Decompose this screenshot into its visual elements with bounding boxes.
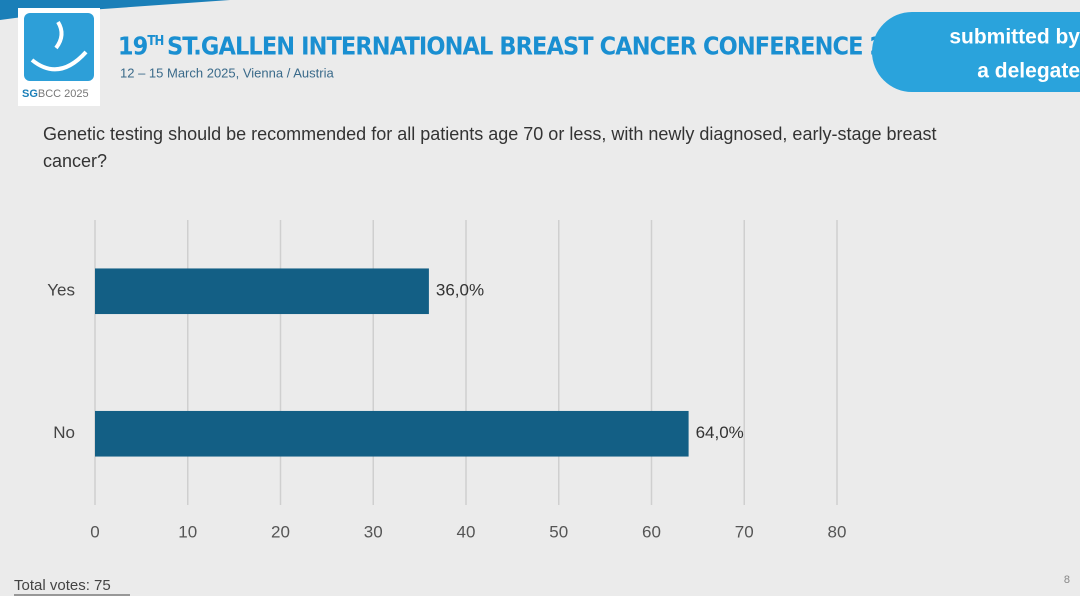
bar [95,410,689,457]
conference-subtitle: 12 – 15 March 2025, Vienna / Austria [120,65,334,80]
logo-shape [30,20,88,72]
corner-band [0,0,230,20]
x-tick-label: 80 [828,522,847,541]
x-tick-label: 0 [90,522,99,541]
logo-text: SGBCC 2025 [22,88,89,100]
total-votes: Total votes: 75 [14,577,111,594]
x-tick-label: 60 [642,522,661,541]
y-tick-label: No [53,423,75,442]
x-tick-label: 70 [735,522,754,541]
title-rest: ST.GALLEN INTERNATIONAL BREAST CANCER CO… [167,31,929,60]
y-tick-label: Yes [47,281,75,300]
x-tick-label: 10 [178,522,197,541]
conference-title: 19TH ST.GALLEN INTERNATIONAL BREAST CANCE… [118,31,929,60]
badge-line: a delegate [977,60,1080,83]
x-tick-label: 20 [271,522,290,541]
x-tick-label: 40 [457,522,476,541]
logo-text-a: SG [22,88,38,100]
value-label: 36,0% [436,281,484,300]
x-tick-label: 50 [549,522,568,541]
title-suffix: TH [147,33,164,48]
logo-text-b: BCC 2025 [38,88,89,100]
badge-line: submitted by [949,26,1080,49]
x-tick-label: 30 [364,522,383,541]
title-number: 19 [118,31,148,60]
page-number: 8 [1064,574,1070,586]
badge [872,12,1080,92]
question: Genetic testing should be recommended fo… [43,124,937,171]
value-label: 64,0% [696,423,744,442]
bar [95,268,429,315]
